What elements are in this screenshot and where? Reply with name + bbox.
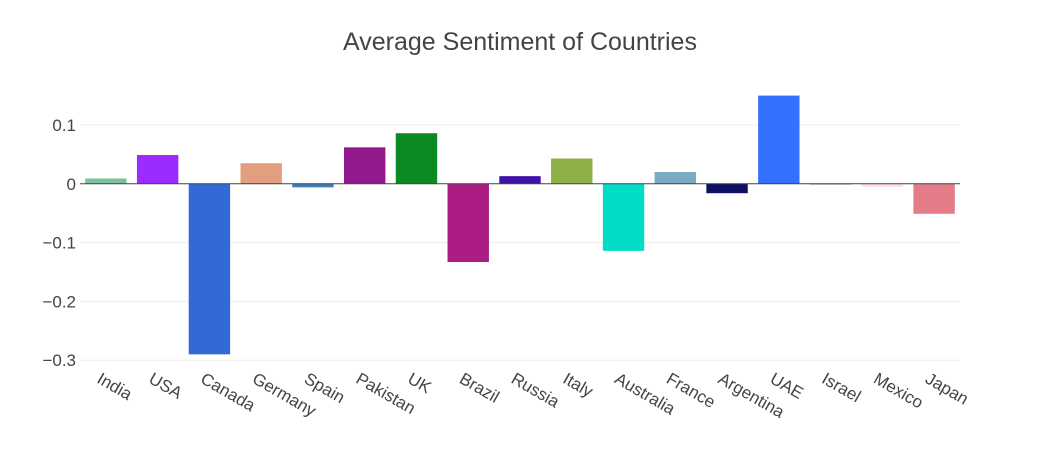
bar-russia	[499, 176, 541, 184]
x-tick-label: Israel	[819, 369, 865, 406]
x-tick-label: USA	[146, 369, 186, 403]
bar-pakistan	[344, 147, 386, 184]
x-tick-label: Italy	[560, 369, 597, 401]
y-axis-ticks: 0.1 0 −0.1 −0.2 −0.3	[42, 116, 76, 370]
bar-brazil	[447, 183, 489, 263]
bar-italy	[551, 158, 593, 184]
x-tick-label: Brazil	[456, 369, 502, 407]
x-tick-label: India	[94, 369, 136, 404]
x-tick-label: Japan	[922, 369, 972, 409]
bar-france	[654, 172, 696, 184]
bar-germany	[240, 163, 282, 184]
bar-argentina	[706, 183, 748, 194]
y-tick-label: −0.1	[42, 234, 76, 253]
bar-usa	[136, 154, 179, 184]
bar-spain	[292, 183, 334, 188]
x-tick-label: Mexico	[870, 369, 926, 412]
bar-canada	[188, 183, 231, 355]
bar-uk	[395, 133, 438, 184]
x-tick-label: UK	[404, 369, 435, 398]
x-tick-label: Canada	[197, 369, 259, 416]
bars	[80, 95, 960, 355]
x-tick-label: Russia	[508, 369, 563, 412]
bar-japan	[913, 183, 955, 214]
chart-title: Average Sentiment of Countries	[343, 28, 697, 56]
y-tick-label: 0.1	[52, 116, 76, 135]
bar-uae	[758, 95, 800, 184]
bar-mexico	[861, 183, 904, 187]
y-tick-label: 0	[67, 175, 76, 194]
bar-india	[85, 178, 127, 184]
bar-australia	[602, 183, 645, 251]
y-tick-label: −0.3	[42, 351, 76, 370]
y-tick-label: −0.2	[42, 292, 76, 311]
